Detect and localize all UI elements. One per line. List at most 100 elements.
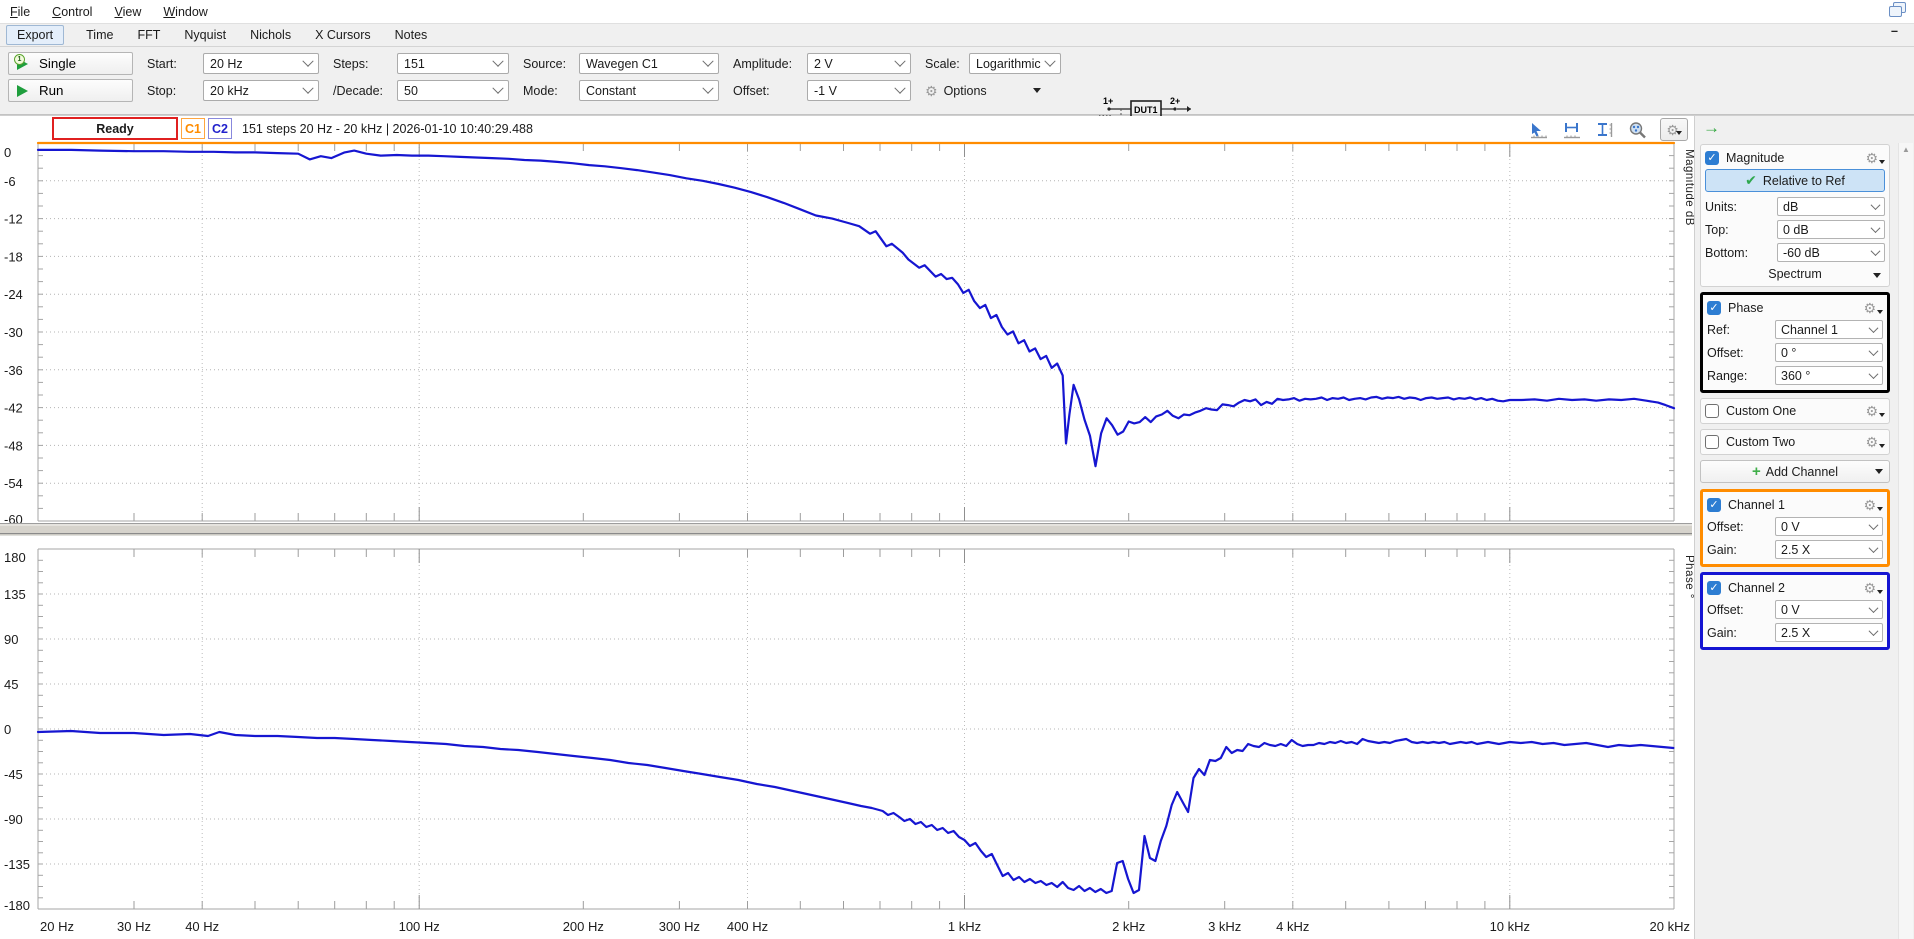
relative-to-ref-button[interactable]: ✔ Relative to Ref (1705, 169, 1885, 192)
status-badge: Ready (52, 117, 178, 140)
horizontal-cursor-icon[interactable] (1562, 121, 1582, 139)
channel1-settings-button[interactable]: ⚙ (1863, 498, 1883, 512)
channel1-badge[interactable]: C1 (181, 118, 205, 139)
start-combo[interactable]: 20 Hz (203, 53, 319, 74)
svg-text:-18: -18 (4, 249, 23, 264)
stop-value: 20 kHz (210, 83, 249, 98)
caret-down-icon (1032, 88, 1041, 93)
phase-offset-combo[interactable]: 0 ° (1775, 343, 1883, 362)
spectrum-expander[interactable]: Spectrum (1705, 264, 1885, 283)
add-channel-label: Add Channel (1765, 464, 1839, 479)
sidebar-scrollbar[interactable]: ▲ (1898, 143, 1913, 939)
channel2-gain-combo[interactable]: 2.5 X (1775, 623, 1883, 642)
svg-text:40 Hz: 40 Hz (185, 919, 219, 934)
channel2-badge[interactable]: C2 (208, 118, 232, 139)
channel2-settings-button[interactable]: ⚙ (1863, 581, 1883, 595)
steps-label: Steps: (333, 56, 369, 71)
svg-text:180: 180 (4, 550, 26, 565)
magnitude-settings-button[interactable]: ⚙ (1865, 151, 1885, 165)
tab-export[interactable]: Export (6, 25, 65, 45)
toolbar-row-2: Run Stop: 20 kHz /Decade: 50 Mode: Const… (8, 77, 1914, 104)
range-value: 360 ° (1781, 368, 1811, 383)
steps-combo[interactable]: 151 (397, 53, 509, 74)
tab-fft[interactable]: FFT (137, 28, 161, 42)
cascade-windows-icon[interactable] (1889, 2, 1906, 17)
range-label: Range: (1707, 368, 1748, 383)
start-value: 20 Hz (210, 56, 243, 71)
options-label: Options (943, 83, 987, 98)
amplitude-combo[interactable]: 2 V (807, 53, 911, 74)
ref-label: Ref: (1707, 322, 1730, 337)
tab-nyquist[interactable]: Nyquist (184, 28, 227, 42)
offset-combo[interactable]: -1 V (807, 80, 911, 101)
svg-text:-90: -90 (4, 812, 23, 827)
menu-window[interactable]: Window (163, 4, 208, 19)
bottom-label: Bottom: (1705, 245, 1749, 260)
phase-checkbox[interactable]: ✓ (1707, 300, 1721, 315)
stop-combo[interactable]: 20 kHz (203, 80, 319, 101)
units-value: dB (1783, 199, 1799, 214)
add-channel-button[interactable]: + Add Channel (1700, 460, 1890, 483)
minimize-toolbar-button[interactable]: – (1891, 24, 1898, 38)
top-combo[interactable]: 0 dB (1777, 220, 1885, 239)
svg-text:0: 0 (4, 722, 11, 737)
ref-combo[interactable]: Channel 1 (1775, 320, 1883, 339)
cursor-tool-icon[interactable] (1529, 121, 1549, 139)
channel2-offset-combo[interactable]: 0 V (1775, 600, 1883, 619)
custom-one-checkbox[interactable] (1705, 404, 1719, 418)
range-combo[interactable]: 360 ° (1775, 366, 1883, 385)
channel1-gain-combo[interactable]: 2.5 X (1775, 540, 1883, 559)
toolbar-row-1: 1 Single Start: 20 Hz Steps: 151 Source:… (8, 50, 1914, 77)
mode-combo[interactable]: Constant (579, 80, 719, 101)
caret-down-icon (1877, 506, 1883, 511)
steps-value: 151 (404, 56, 425, 71)
tab-nichols[interactable]: Nichols (250, 28, 292, 42)
svg-text:-180: -180 (4, 898, 30, 913)
dut1-label: DUT1 (1134, 105, 1158, 115)
detach-arrow-icon[interactable]: → (1703, 118, 1720, 137)
bottom-combo[interactable]: -60 dB (1777, 243, 1885, 262)
units-combo[interactable]: dB (1777, 197, 1885, 216)
scale-combo[interactable]: Logarithmic (969, 53, 1061, 74)
scroll-up-icon[interactable]: ▲ (1902, 145, 1910, 154)
actions-bar: Export Time FFT Nyquist Nichols X Cursor… (0, 23, 1914, 47)
channel2-offset-value: 0 V (1781, 602, 1800, 617)
chevron-down-icon (492, 55, 504, 67)
phase-settings-button[interactable]: ⚙ (1863, 301, 1883, 315)
caret-down-icon (1879, 444, 1885, 448)
source-combo[interactable]: Wavegen C1 (579, 53, 719, 74)
menu-control[interactable]: Control (52, 4, 93, 19)
caret-down-icon (1675, 130, 1682, 135)
decade-combo[interactable]: 50 (397, 80, 509, 101)
plot-settings-button[interactable]: ⚙ (1660, 118, 1688, 141)
run-button[interactable]: Run (8, 79, 133, 102)
channel1-checkbox[interactable]: ✓ (1707, 497, 1721, 512)
run-button-label: Run (39, 83, 64, 98)
tab-time[interactable]: Time (86, 28, 114, 42)
zoom-tool-icon[interactable] (1628, 121, 1647, 139)
gear-icon: ⚙ (1666, 121, 1679, 138)
options-button[interactable]: ⚙ Options (925, 84, 1075, 98)
caret-down-icon (1873, 273, 1881, 278)
channel1-offset-value: 0 V (1781, 519, 1800, 534)
channel2-checkbox[interactable]: ✓ (1707, 580, 1721, 595)
custom-one-settings-button[interactable]: ⚙ (1865, 404, 1885, 418)
custom-two-checkbox[interactable] (1705, 435, 1719, 449)
tab-notes[interactable]: Notes (394, 28, 428, 42)
magnitude-checkbox[interactable]: ✓ (1705, 150, 1719, 165)
vertical-cursor-icon[interactable] (1595, 121, 1615, 139)
chevron-down-icon (1868, 603, 1879, 614)
menu-view[interactable]: View (114, 4, 142, 19)
decade-label: /Decade: (333, 83, 384, 98)
custom-two-settings-button[interactable]: ⚙ (1865, 435, 1885, 449)
channel1-offset-combo[interactable]: 0 V (1775, 517, 1883, 536)
svg-text:-42: -42 (4, 401, 23, 416)
menu-file[interactable]: File (10, 4, 31, 19)
chevron-down-icon (1868, 323, 1879, 334)
amplitude-value: 2 V (814, 56, 833, 71)
single-button[interactable]: 1 Single (8, 52, 133, 75)
bode-plot[interactable]: 0-6-12-18-24-30-36-42-48-54-60Magnitude … (0, 141, 1694, 939)
tab-x-cursors[interactable]: X Cursors (315, 28, 371, 42)
svg-text:135: 135 (4, 587, 26, 602)
